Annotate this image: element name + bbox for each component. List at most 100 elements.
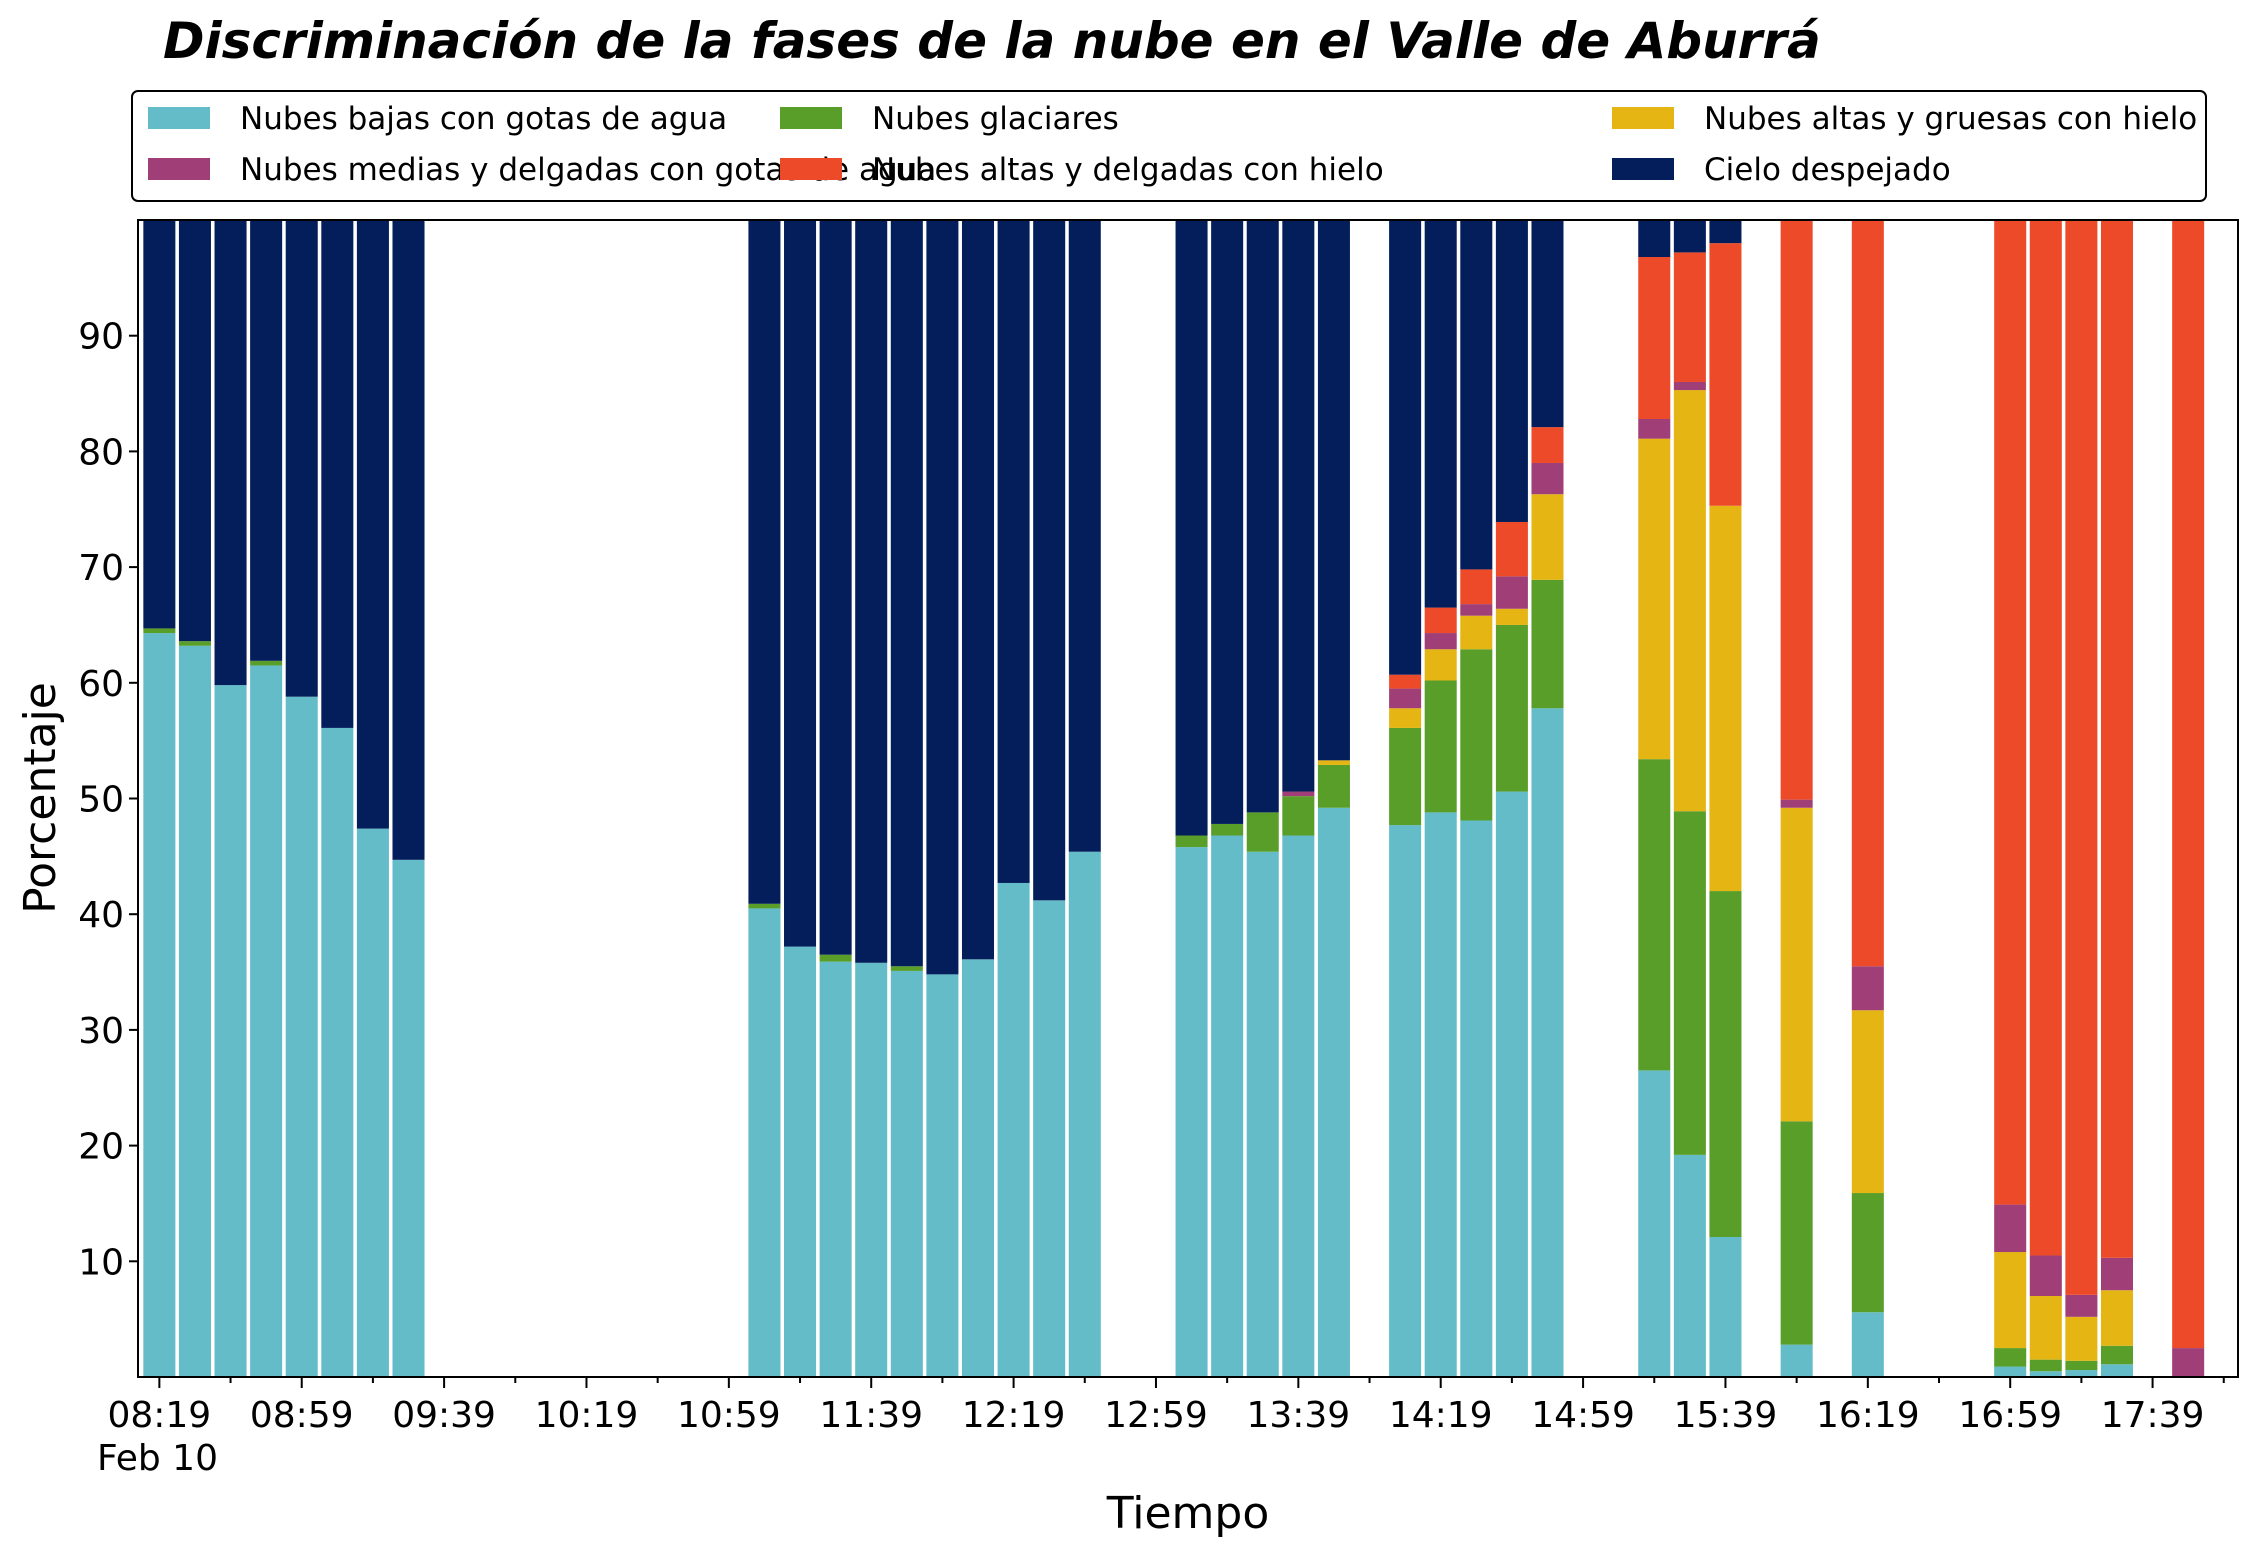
bar-segment-nubes-altas-y-delgadas-con-hielo <box>1673 252 1706 382</box>
bar-segment-cielo-despejado <box>997 220 1030 883</box>
bar-segment-nubes-bajas-con-gotas-de-agua <box>1033 900 1066 1377</box>
bar-segment-cielo-despejado <box>250 220 283 661</box>
bar-segment-nubes-altas-y-gruesas-con-hielo <box>2065 1316 2098 1361</box>
bar-segment-nubes-altas-y-delgadas-con-hielo <box>2029 220 2062 1256</box>
bar-segment-nubes-altas-y-delgadas-con-hielo <box>1389 674 1422 689</box>
bar-segment-cielo-despejado <box>926 220 959 975</box>
y-axis: 10 20 30 40 50 60 70 80 90 <box>78 317 138 1283</box>
bar-stack-1309 <box>1175 220 1208 1377</box>
bar-segment-nubes-bajas-con-gotas-de-agua <box>926 974 959 1377</box>
x-tick-label: 08:59 <box>250 1395 354 1436</box>
bar-segment-nubes-bajas-con-gotas-de-agua <box>1389 825 1422 1377</box>
bar-segment-nubes-medias-y-delgadas-con-gotas-de-agua <box>1638 419 1671 439</box>
x-tick-label: 14:19 <box>1389 1395 1493 1436</box>
bar-segment-cielo-despejado <box>1068 220 1101 852</box>
bar-segment-nubes-medias-y-delgadas-con-gotas-de-agua <box>2029 1255 2062 1297</box>
bar-segment-nubes-altas-y-gruesas-con-hielo <box>1495 608 1528 625</box>
x-tick-label: 16:19 <box>1816 1395 1920 1436</box>
bar-stack-1619 <box>1851 220 1884 1377</box>
bar-stack-1749 <box>2172 220 2205 1377</box>
bar-segment-nubes-bajas-con-gotas-de-agua <box>1317 807 1350 1377</box>
bar-segment-nubes-altas-y-gruesas-con-hielo <box>1851 1010 1884 1194</box>
bar-segment-nubes-bajas-con-gotas-de-agua <box>1673 1154 1706 1377</box>
bar-segment-nubes-bajas-con-gotas-de-agua <box>1175 847 1208 1377</box>
bar-segment-nubes-altas-y-gruesas-con-hielo <box>1780 807 1813 1122</box>
bar-segment-nubes-medias-y-delgadas-con-gotas-de-agua <box>1851 966 1884 1011</box>
bar-segment-nubes-bajas-con-gotas-de-agua <box>1531 708 1564 1377</box>
legend-label-nubes-glaciares: Nubes glaciares <box>872 101 1119 137</box>
bar-segment-nubes-medias-y-delgadas-con-gotas-de-agua <box>1282 791 1315 797</box>
bar-segment-nubes-glaciares <box>2100 1345 2133 1365</box>
bar-segment-nubes-altas-y-delgadas-con-hielo <box>1531 427 1564 463</box>
x-tick-label: 12:19 <box>962 1395 1066 1436</box>
bar-segment-nubes-glaciares <box>1673 811 1706 1155</box>
bar-stack-0819 <box>143 220 176 1377</box>
y-tick-label: 30 <box>78 1011 124 1052</box>
bar-segment-cielo-despejado <box>1033 220 1066 901</box>
y-tick-label: 10 <box>78 1242 124 1283</box>
bar-stack-1719 <box>2065 220 2098 1377</box>
bar-segment-nubes-glaciares <box>1246 812 1279 852</box>
bar-segment-cielo-despejado <box>1673 220 1706 253</box>
bar-segment-nubes-medias-y-delgadas-con-gotas-de-agua <box>1495 576 1528 609</box>
bar-segment-nubes-glaciares <box>178 641 211 646</box>
legend-label-nubes-altas-y-gruesas-con-hielo: Nubes altas y gruesas con hielo <box>1704 101 2197 137</box>
bar-segment-nubes-altas-y-gruesas-con-hielo <box>1709 505 1742 892</box>
bar-segment-cielo-despejado <box>143 220 176 629</box>
bar-segment-nubes-bajas-con-gotas-de-agua <box>285 696 318 1377</box>
bar-segment-nubes-medias-y-delgadas-con-gotas-de-agua <box>1389 688 1422 709</box>
bar-segment-nubes-altas-y-gruesas-con-hielo <box>1994 1252 2027 1349</box>
bar-segment-nubes-altas-y-gruesas-con-hielo <box>1424 649 1457 681</box>
bar-segment-cielo-despejado <box>392 220 425 860</box>
bar-segment-nubes-bajas-con-gotas-de-agua <box>1994 1366 2027 1377</box>
bar-segment-nubes-bajas-con-gotas-de-agua <box>1638 1070 1671 1377</box>
x-date-label: Feb 10 <box>97 1438 218 1479</box>
bar-segment-nubes-altas-y-delgadas-con-hielo <box>1851 220 1884 967</box>
legend-label-cielo-despejado: Cielo despejado <box>1704 152 1951 188</box>
bar-segment-cielo-despejado <box>819 220 852 955</box>
bar-segment-nubes-glaciares <box>1638 759 1671 1071</box>
bar-segment-nubes-bajas-con-gotas-de-agua <box>143 633 176 1377</box>
bar-stack-0849 <box>250 220 283 1377</box>
bar-segment-cielo-despejado <box>890 220 923 967</box>
bar-segment-nubes-glaciares <box>819 954 852 962</box>
bar-segment-nubes-altas-y-gruesas-con-hielo <box>2100 1290 2133 1346</box>
bar-stack-1119 <box>784 220 817 1377</box>
bar-stack-1239 <box>1068 220 1101 1377</box>
bar-segment-nubes-medias-y-delgadas-con-gotas-de-agua <box>1673 381 1706 391</box>
bar-stack-0839 <box>214 220 247 1377</box>
bar-segment-cielo-despejado <box>1531 220 1564 428</box>
bar-segment-nubes-bajas-con-gotas-de-agua <box>392 859 425 1377</box>
bar-segment-nubes-glaciares <box>1282 796 1315 836</box>
bar-segment-cielo-despejado <box>1282 220 1315 792</box>
bar-segment-nubes-glaciares <box>1780 1121 1813 1345</box>
legend-frame <box>131 90 2207 202</box>
bar-segment-nubes-glaciares <box>1495 624 1528 792</box>
bar-stack-1709 <box>2029 220 2062 1377</box>
bar-segment-nubes-bajas-con-gotas-de-agua <box>1460 820 1493 1377</box>
bar-stack-1219 <box>997 220 1030 1377</box>
bar-segment-nubes-altas-y-gruesas-con-hielo <box>1531 494 1564 580</box>
bar-stack-1319 <box>1211 220 1244 1377</box>
bar-stack-1129 <box>819 220 852 1377</box>
bar-segment-nubes-altas-y-delgadas-con-hielo <box>1495 521 1528 577</box>
bar-segment-nubes-medias-y-delgadas-con-gotas-de-agua <box>2065 1294 2098 1317</box>
bar-segment-nubes-medias-y-delgadas-con-gotas-de-agua <box>1460 604 1493 616</box>
plot-area: 10 20 30 40 50 60 70 80 90 08:19 08:59 09:39 10:19 1… <box>78 219 2239 1436</box>
bar-segment-nubes-altas-y-gruesas-con-hielo <box>1317 760 1350 765</box>
bar-segment-nubes-bajas-con-gotas-de-agua <box>784 946 817 1377</box>
bar-segment-nubes-bajas-con-gotas-de-agua <box>1495 791 1528 1377</box>
bar-stack-0909 <box>321 220 354 1377</box>
legend: Nubes bajas con gotas de agua Nubes glaci… <box>131 90 2207 202</box>
bar-stack-1159 <box>926 220 959 1377</box>
bar-segment-nubes-altas-y-delgadas-con-hielo <box>1460 569 1493 605</box>
bar-segment-nubes-altas-y-gruesas-con-hielo <box>1389 708 1422 728</box>
bar-segment-cielo-despejado <box>1709 220 1742 244</box>
bar-segment-cielo-despejado <box>1638 220 1671 258</box>
bar-segment-cielo-despejado <box>1460 220 1493 570</box>
bar-segment-cielo-despejado <box>784 220 817 947</box>
bar-segment-nubes-glaciares <box>2065 1360 2098 1371</box>
bar-stack-0859 <box>285 220 318 1377</box>
bar-stack-1559 <box>1780 220 1813 1377</box>
bar-segment-nubes-altas-y-gruesas-con-hielo <box>2029 1296 2062 1360</box>
